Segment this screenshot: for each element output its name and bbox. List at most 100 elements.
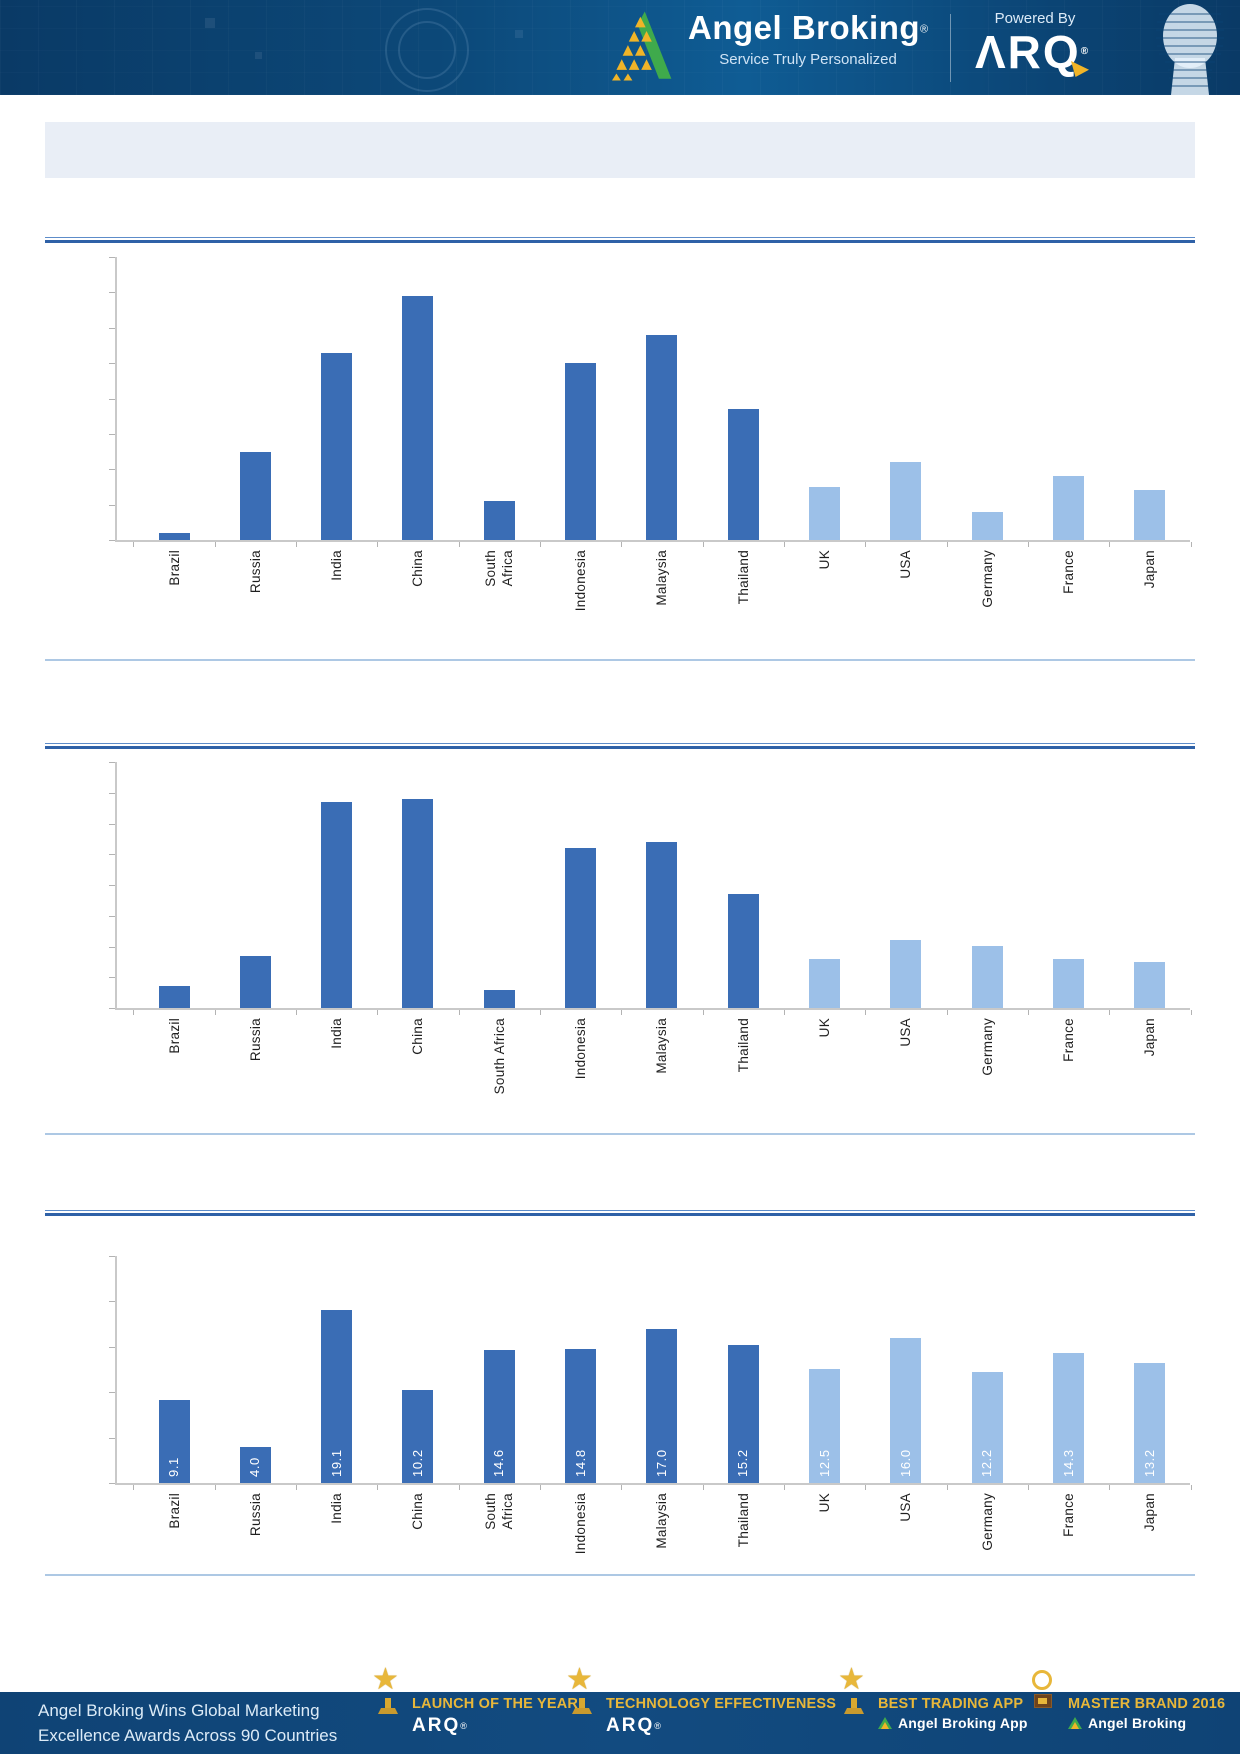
category-label-germany: Germany [979,550,995,608]
x-axis-tick [783,1485,785,1490]
bar-value-label: 9.1 [166,1457,181,1477]
bar-china [402,1390,434,1483]
category-label-indonesia: Indonesia [573,550,589,612]
x-axis-tick [133,1485,135,1490]
brand-header: Angel Broking® Service Truly Personalize… [0,0,1240,95]
bar-value-label: 19.1 [328,1449,344,1477]
bar-japan [1134,1363,1166,1483]
title-bar [45,122,1195,178]
bar-value-label: 14.8 [572,1449,588,1477]
x-axis-tick [214,1010,216,1015]
bar-malaysia [646,842,678,1008]
category-label-brazil: Brazil [166,1493,182,1529]
section-2-bottom-rule [45,1133,1195,1135]
bar-china [402,296,434,540]
bar-india [321,802,353,1008]
bar-brazil [158,533,190,540]
award-title: TECHNOLOGY EFFECTIVENESS [606,1696,837,1712]
bar-russia [239,1447,271,1483]
award-text: BEST TRADING APP Angel Broking App [878,1696,1028,1731]
y-axis [115,257,117,540]
x-axis-tick [946,1010,948,1015]
bar-indonesia [565,1349,597,1483]
category-label-japan: Japan [1142,1018,1158,1057]
y-axis-tick [109,915,115,917]
decorative-circle [398,21,456,79]
bar-russia [239,452,271,540]
x-axis [115,1008,1190,1010]
award-subtitle-text: Angel Broking App [898,1715,1028,1731]
circuit-pattern [0,0,1240,95]
bar-uk [809,487,841,540]
award-text: MASTER BRAND 2016 Angel Broking [1068,1696,1225,1731]
decorative-square [255,52,262,59]
award-title: LAUNCH OF THE YEAR [412,1696,579,1712]
category-label-uk: UK [817,1018,833,1038]
y-axis-tick [109,1437,115,1439]
category-label-uk: UK [817,550,833,570]
bar-russia [239,956,271,1008]
bar-indonesia [565,848,597,1008]
category-label-china: China [410,550,426,587]
footer-headline: Angel Broking Wins Global Marketing Exce… [38,1698,337,1748]
trophy-base [572,1708,592,1714]
x-axis-tick [865,1485,867,1490]
gold-triangle [1071,1722,1079,1729]
award-title: BEST TRADING APP [878,1696,1024,1712]
y-axis-tick [109,762,115,763]
star-trophy-icon: ★ [838,1663,872,1728]
category-label-indonesia: Indonesia [573,1018,589,1080]
bar-india [321,1310,353,1483]
registered-mark: ® [460,1721,469,1731]
bar-south-africa [483,990,515,1008]
y-axis-tick [109,327,115,329]
angel-broking-mini-logo-icon [878,1717,892,1729]
x-axis-tick [214,542,216,547]
bar-usa [890,940,922,1008]
bar-indonesia [565,363,597,540]
y-axis-tick [109,398,115,400]
bar-uk [809,959,841,1008]
bar-value-label: 4.0 [247,1457,263,1477]
x-axis-tick [1190,1010,1192,1015]
category-label-south-africa: South Africa [483,550,516,587]
x-axis-tick [946,542,948,547]
category-label-japan: Japan [1142,550,1158,589]
bar-france [1053,476,1085,540]
award-subtitle-text: Angel Broking [1088,1715,1187,1731]
category-label-thailand: Thailand [735,1018,751,1073]
arq-wordmark: ΛRQ [975,26,1081,78]
powered-by-label: Powered By [994,10,1076,27]
section-2-heading-rule [45,743,1195,749]
category-label-uk: UK [817,1493,833,1513]
x-axis-tick [702,1485,704,1490]
bar-value-label: 16.0 [897,1449,913,1477]
bar-uk [809,1369,841,1483]
category-label-france: France [1061,550,1077,594]
x-axis-tick [295,542,297,547]
x-axis-tick [539,1485,541,1490]
bar-france [1053,959,1085,1008]
x-axis-tick [783,1010,785,1015]
award-text: TECHNOLOGY EFFECTIVENESS ARQ ® [606,1696,836,1737]
category-label-thailand: Thailand [735,1493,751,1548]
x-axis-tick [214,1485,216,1490]
trophy-stem [385,1698,391,1708]
brand-name: Angel Broking [688,9,921,46]
bar-japan [1134,490,1166,540]
star-icon: ★ [838,1663,865,1696]
header-divider [950,14,951,82]
award-subtitle-text: ARQ [606,1715,655,1736]
angel-broking-mini-logo-icon [1068,1717,1082,1729]
category-label-south-africa: South Africa [491,1018,507,1095]
bar-china [402,799,434,1008]
star-trophy-icon: ★ [566,1663,600,1728]
x-axis-tick [621,542,623,547]
category-label-russia: Russia [247,1493,263,1537]
y-axis-tick [109,469,115,471]
x-axis [115,1483,1190,1485]
bar-germany [971,512,1003,540]
category-label-thailand: Thailand [735,550,751,605]
x-axis-tick [539,1010,541,1015]
